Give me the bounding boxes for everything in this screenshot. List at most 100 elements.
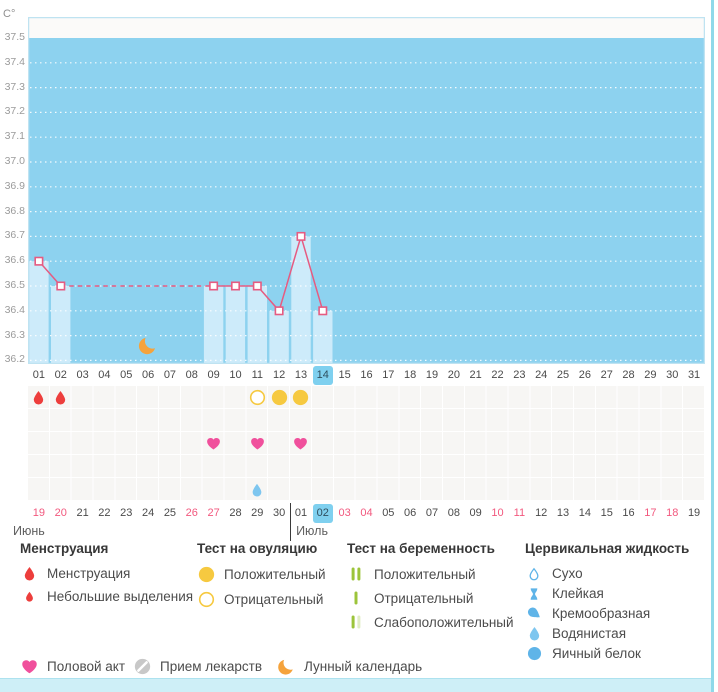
cycle-day-cell[interactable]: 11: [251, 369, 263, 381]
calendar-day-cell[interactable]: 03: [338, 507, 351, 519]
cycle-day-cell[interactable]: 08: [185, 369, 198, 381]
axis-tick-label: 36.8: [4, 204, 25, 217]
intercourse-heart-icon[interactable]: [203, 432, 225, 455]
cycle-day-cell[interactable]: 17: [382, 369, 395, 381]
legend-section: Менструация Менструация Небольшие выделени…: [20, 541, 193, 612]
cycle-day-cell[interactable]: 24: [535, 369, 548, 381]
calendar-day-cell[interactable]: 12: [535, 507, 548, 519]
legend-item-label: Небольшие выделения: [47, 589, 194, 604]
cycle-day-cell[interactable]: 03: [76, 369, 89, 381]
lunar-calendar-moon-icon: [138, 333, 161, 355]
spotting-drop-icon: [20, 591, 38, 602]
calendar-day-cell[interactable]: 10: [491, 507, 504, 519]
cycle-day-cell[interactable]: 07: [163, 369, 177, 381]
legend-item: Лунный календарь: [277, 658, 422, 675]
cycle-day-cell[interactable]: 12: [273, 369, 286, 381]
intercourse-heart-icon[interactable]: [290, 432, 312, 455]
cycle-day-cell[interactable]: 18: [404, 369, 417, 381]
pregnancy-positive-icon: [347, 566, 365, 582]
calendar-day-cell[interactable]: 01: [294, 507, 308, 519]
calendar-day-cell[interactable]: 09: [469, 507, 482, 519]
menstruation-drop-icon[interactable]: [28, 386, 50, 409]
calendar-day-cell[interactable]: 23: [120, 507, 133, 519]
calendar-day-cell[interactable]: 16: [622, 507, 635, 519]
menstruation-drop-icon[interactable]: [50, 386, 72, 409]
cycle-day-cell[interactable]: 27: [600, 369, 613, 381]
legend-item: Слабоположительный: [347, 614, 514, 630]
cycle-day-cell[interactable]: 13: [294, 369, 308, 381]
calendar-day-cell[interactable]: 19: [687, 507, 701, 519]
axis-tick-label: 36.3: [4, 328, 25, 341]
legend-item: Отрицательный: [197, 591, 326, 608]
cycle-day-cell[interactable]: 31: [687, 369, 701, 381]
calendar-day-cell[interactable]: 18: [666, 507, 679, 519]
calendar-day-cell[interactable]: 26: [185, 507, 198, 519]
calendar-day-cell[interactable]: 19: [32, 507, 46, 519]
legend-item: Положительный: [197, 566, 326, 583]
legend-item-label: Клейкая: [552, 586, 604, 601]
calendar-day-cell[interactable]: 11: [513, 507, 526, 519]
calendar-day-cell[interactable]: 02: [312, 504, 333, 523]
cycle-day-cell[interactable]: 10: [229, 369, 242, 381]
legend-item-label: Положительный: [374, 566, 476, 582]
calendar-day-cell[interactable]: 22: [98, 507, 111, 519]
legend-item-label: Положительный: [224, 567, 326, 582]
cycle-day-cell[interactable]: 23: [513, 369, 526, 381]
watery-icon[interactable]: [246, 478, 268, 501]
calendar-day-cell[interactable]: 20: [54, 507, 67, 519]
cycle-day-cell[interactable]: 25: [556, 369, 570, 381]
cycle-day-cell[interactable]: 16: [360, 369, 373, 381]
calendar-day-cell[interactable]: 14: [578, 507, 591, 519]
legend-item: Половой акт: [20, 658, 125, 675]
calendar-day-cell[interactable]: 15: [600, 507, 613, 519]
calendar-day-cell[interactable]: 07: [425, 507, 439, 519]
cycle-day-cell[interactable]: 29: [644, 369, 657, 381]
cycle-day-cell[interactable]: 15: [338, 369, 351, 381]
ovulation-positive-icon[interactable]: [290, 386, 312, 409]
pregnancy-negative-icon: [347, 590, 365, 606]
cycle-day-cell[interactable]: 02: [54, 369, 67, 381]
creamy-icon: [525, 606, 543, 621]
legend-item-label: Слабоположительный: [374, 614, 514, 630]
sticky-icon: [525, 587, 543, 601]
ovulation-positive-icon[interactable]: [268, 386, 290, 409]
bottom-strip: [0, 678, 711, 692]
cycle-day-cell[interactable]: 19: [425, 369, 439, 381]
calendar-day-cell[interactable]: 06: [404, 507, 417, 519]
axis-tick-label: 36.2: [4, 353, 25, 366]
cycle-day-cell[interactable]: 01: [32, 369, 46, 381]
axis-tick-label: 36.5: [4, 279, 25, 291]
calendar-day-cell[interactable]: 21: [76, 507, 89, 519]
cycle-day-cell[interactable]: 04: [98, 369, 111, 381]
temp-point-marker: [296, 231, 306, 241]
legend-item: Клейкая: [525, 586, 689, 601]
cycle-day-cell[interactable]: 22: [491, 369, 504, 381]
calendar-day-cell[interactable]: 08: [447, 507, 460, 519]
cycle-day-cell[interactable]: 21: [469, 369, 482, 381]
legend-section-title: Тест на овуляцию: [197, 541, 318, 556]
legend-item-label: Отрицательный: [374, 590, 474, 606]
calendar-day-cell[interactable]: 28: [229, 507, 242, 519]
cycle-day-cell[interactable]: 09: [207, 369, 220, 381]
legend-section: Тест на беременность Положительный Отрицат…: [347, 541, 514, 638]
cycle-day-cell[interactable]: 20: [447, 369, 460, 381]
cycle-day-cell[interactable]: 14: [312, 366, 333, 385]
cycle-day-cell[interactable]: 30: [666, 369, 679, 381]
calendar-day-cell[interactable]: 13: [556, 507, 570, 519]
cycle-day-cell[interactable]: 06: [141, 369, 155, 381]
cycle-day-cell[interactable]: 05: [120, 369, 133, 381]
calendar-day-cell[interactable]: 29: [251, 507, 264, 519]
watery-icon: [525, 626, 543, 641]
calendar-day-cell[interactable]: 04: [360, 507, 373, 519]
calendar-day-cell[interactable]: 05: [382, 507, 395, 519]
calendar-day-cell[interactable]: 27: [207, 507, 220, 519]
cycle-day-cell[interactable]: 26: [578, 369, 591, 381]
cycle-day-cell[interactable]: 28: [622, 369, 635, 381]
calendar-day-cell[interactable]: 25: [163, 507, 177, 519]
calendar-day-cell[interactable]: 24: [141, 507, 155, 519]
calendar-day-cell[interactable]: 30: [273, 507, 286, 519]
ovulation-negative-icon[interactable]: [246, 386, 268, 409]
axis-tick-label: 36.7: [4, 229, 25, 242]
calendar-day-cell[interactable]: 17: [644, 507, 657, 519]
intercourse-heart-icon[interactable]: [246, 432, 268, 455]
